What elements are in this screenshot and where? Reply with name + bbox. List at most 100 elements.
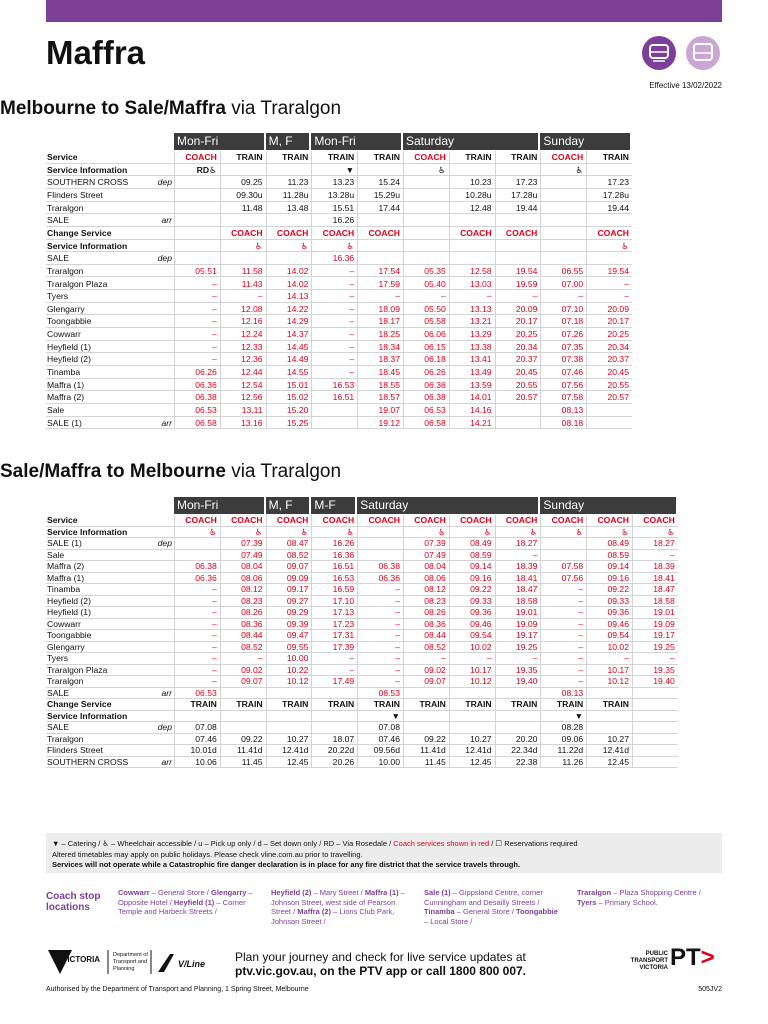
time-cell [403, 252, 449, 264]
time-cell: ♿ [448, 526, 495, 537]
time-cell: 17.23 [311, 618, 357, 629]
time-cell: 14.01 [448, 391, 495, 403]
time-cell: ♿ [494, 526, 541, 537]
plan: Plan your journey and check for live ser… [235, 950, 526, 964]
time-cell: 08.23 [219, 595, 266, 606]
time-cell: 06.58 [174, 416, 220, 429]
time-cell: 11.26 [540, 756, 586, 767]
time-cell [265, 710, 312, 721]
day-header: Sunday [540, 133, 632, 150]
timetable-row: SALE (1) arr 06.58 13.16 15.25 19.12 06.58 14.2… [46, 416, 632, 430]
time-cell: 08.26 [403, 607, 449, 618]
stop-name: Flinders Street [47, 745, 103, 755]
time-cell: 09.22 [448, 584, 495, 595]
time-cell: 08.06 [219, 572, 266, 583]
time-cell [219, 163, 266, 176]
time-cell: 14.02 [265, 264, 312, 277]
time-cell: 14.02 [265, 277, 312, 290]
time-cell: ♿ [403, 526, 449, 537]
time-cell: – [403, 290, 449, 302]
stop-name: Traralgon [47, 265, 84, 276]
time-cell: 09.25 [219, 176, 266, 188]
stop-name: SALE [47, 253, 69, 264]
time-cell: 19.54 [586, 264, 632, 277]
time-cell [540, 239, 586, 252]
stop-name: Traralgon [47, 676, 84, 686]
time-cell: ♿ [540, 163, 586, 176]
stop-name: Traralgon [47, 733, 84, 744]
time-cell [311, 687, 357, 698]
time-cell: 10.12 [586, 676, 632, 687]
stop-column: Cowwarr – General Store / Glengarry – Op… [118, 888, 258, 917]
time-cell: TRAIN [219, 151, 266, 163]
time-cell [540, 214, 586, 226]
timetable-row: Tinamba –08.12 09.17 16.59–08.12 09.22 18.47–… [46, 584, 678, 596]
time-cell: 06.53 [357, 687, 403, 698]
time-cell: 09.06 [540, 733, 586, 744]
time-cell [265, 687, 312, 698]
timetable-row: Traralgon 07.46 09.22 10.27 18.07 07.46 09.22 1… [46, 733, 678, 745]
time-cell: 07.46 [174, 733, 220, 744]
time-cell: 10.27 [265, 733, 312, 744]
time-cell: 07.10 [540, 302, 586, 315]
time-cell: 10.28u [448, 188, 495, 201]
timetable-row: Maffra (2) 06.38 12.56 15.02 16.51 18.57 06.38… [46, 391, 632, 404]
time-cell: 06.26 [174, 366, 220, 378]
time-cell [540, 188, 586, 201]
time-cell: – [540, 595, 586, 606]
department-logo: Department of Transport and Planning [113, 952, 148, 972]
time-cell: 18.47 [494, 584, 541, 595]
time-cell: 08.52 [265, 549, 312, 560]
timetable-row: Heyfield (1) –08.26 09.29 17.13–08.26 09.36 1… [46, 607, 678, 619]
time-cell: 12.41d [448, 745, 495, 756]
time-cell: 10.17 [448, 664, 495, 675]
time-cell: 16.26 [311, 214, 357, 226]
time-cell: – [586, 290, 632, 302]
time-cell [219, 710, 266, 721]
time-cell: 10.00 [265, 653, 312, 664]
time-cell: – [311, 328, 357, 340]
stop-name: Sale [47, 405, 65, 415]
time-cell: 10.27 [586, 733, 632, 744]
fire-note: Services will not operate while a Catast… [52, 860, 521, 869]
time-cell [494, 416, 541, 429]
time-cell: 07.49 [219, 549, 266, 560]
time-cell [403, 176, 449, 188]
time-cell: 09.02 [219, 664, 266, 675]
stop-name: SOUTHERN CROSS [47, 756, 129, 767]
stop-name: Heyfield (2) [47, 595, 91, 606]
time-cell: 18.39 [632, 561, 678, 572]
time-cell [265, 214, 312, 226]
time-cell: – [357, 595, 403, 606]
time-cell: 06.38 [174, 391, 220, 403]
time-cell: – [540, 664, 586, 675]
time-cell: – [494, 290, 541, 302]
time-cell [311, 404, 357, 416]
time-cell [357, 538, 403, 549]
stop-name: Maffra (2) [47, 392, 85, 403]
time-cell: 20.37 [494, 353, 541, 366]
time-cell: – [174, 315, 220, 328]
time-cell: 18.34 [357, 340, 403, 353]
time-cell: COACH [174, 515, 220, 526]
time-cell [586, 687, 632, 698]
time-cell: TRAIN [174, 699, 220, 710]
time-cell: 13.28u [311, 188, 357, 201]
time-cell: 18.39 [494, 561, 541, 572]
legend-end: / ☐ Reservations required [489, 839, 578, 848]
time-cell: 18.41 [632, 572, 678, 583]
time-cell: 20.26 [311, 756, 357, 767]
time-cell: 08.13 [540, 404, 586, 416]
time-cell: 17.10 [311, 595, 357, 606]
time-cell: 07.58 [540, 391, 586, 403]
timetable-row: Change Service TRAIN TRAIN TRAIN TRAIN TRAIN T… [46, 699, 678, 711]
time-cell: 19.01 [632, 607, 678, 618]
time-cell: 20.20 [494, 733, 541, 744]
time-cell: 12.44 [219, 366, 266, 378]
stop-name: Service Information [47, 240, 128, 251]
time-cell: 10.00 [357, 756, 403, 767]
dep-arr: dep [157, 177, 172, 188]
time-cell: 07.08 [174, 722, 220, 733]
time-cell [403, 687, 449, 698]
time-cell: 11.45 [219, 756, 266, 767]
